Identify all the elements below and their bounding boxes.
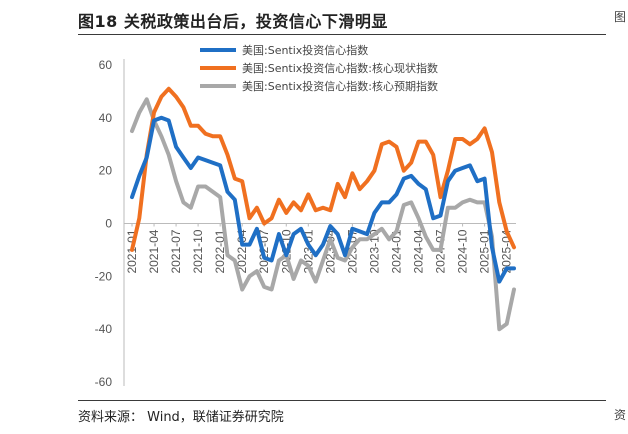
y-tick-label: -40	[95, 322, 113, 336]
y-tick-label: -60	[95, 375, 113, 389]
y-tick-label: 20	[99, 164, 113, 178]
x-tick-label: 2025-01	[478, 229, 492, 273]
x-tick-label: 2023-10	[367, 229, 381, 273]
series-line-2	[130, 97, 516, 332]
x-tick-label: 2021-10	[191, 229, 205, 273]
legend: 美国:Sentix投资信心指数美国:Sentix投资信心指数:核心现状指数美国:…	[200, 43, 438, 93]
x-tick-label: 2024-04	[412, 229, 426, 273]
legend-label-2: 美国:Sentix投资信心指数:核心预期指数	[242, 79, 438, 93]
y-tick-label: 60	[99, 58, 113, 72]
source-note: 资料来源： Wind，联储证券研究院	[78, 410, 284, 425]
series-line-0	[130, 115, 516, 284]
x-tick-label: 2024-01	[389, 229, 403, 273]
x-tick-label: 2022-04	[235, 229, 249, 273]
y-tick-label: 40	[99, 111, 113, 125]
next-figure-title-fragment: 图	[613, 10, 626, 24]
legend-label-0: 美国:Sentix投资信心指数	[242, 43, 368, 57]
x-tick-label: 2021-07	[169, 229, 183, 273]
next-source-fragment: 资	[613, 408, 626, 422]
x-tick-label: 2024-10	[456, 229, 470, 273]
top-divider	[78, 34, 606, 35]
series-layer	[130, 86, 516, 332]
x-tick-label: 2021-04	[147, 229, 161, 273]
y-tick-label: -20	[95, 269, 113, 283]
y-tick-label: 0	[105, 217, 112, 231]
legend-label-1: 美国:Sentix投资信心指数:核心现状指数	[242, 61, 438, 75]
series-line-1	[130, 86, 516, 252]
chart-title: 图18 关税政策出台后，投资信心下滑明显	[78, 12, 388, 31]
bottom-divider	[78, 400, 606, 401]
